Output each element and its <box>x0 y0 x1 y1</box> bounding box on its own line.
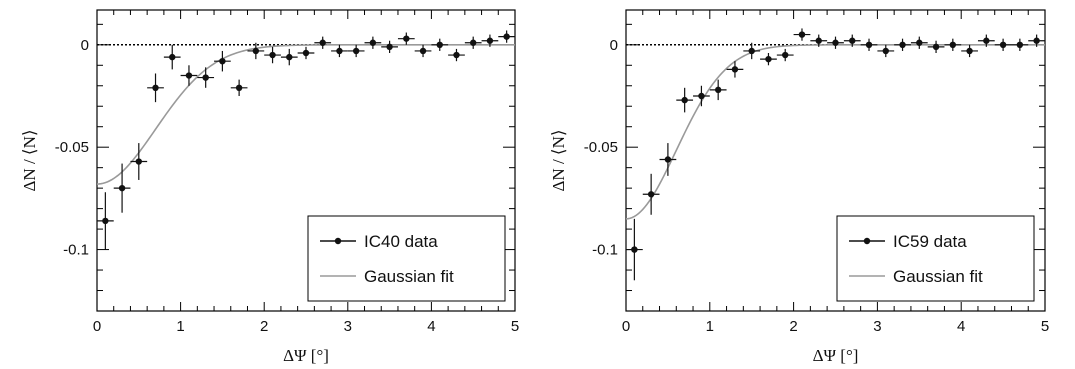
data-point <box>782 51 789 59</box>
x-tick-label: 3 <box>344 318 352 335</box>
data-point <box>664 156 672 163</box>
data-point <box>269 51 276 59</box>
data-point <box>748 47 755 55</box>
data-point <box>503 33 510 40</box>
chart-panel-1: 0 1 2 3 4 5 0 -0.05 -0.1 ΔΨ [°] ΔN / ⟨N⟩ IC40 data G… <box>20 9 519 365</box>
data-point <box>849 37 856 44</box>
x-axis-label: ΔΨ [°] <box>283 346 329 365</box>
data-point <box>319 39 326 46</box>
data-point <box>832 39 839 46</box>
data-point <box>169 53 176 61</box>
y-tick-label: -0.05 <box>55 139 89 156</box>
gaussian-fit-curve <box>625 44 1045 220</box>
y-tick-label: -0.05 <box>584 139 618 156</box>
data-point <box>185 72 193 79</box>
y-tick-label: -0.1 <box>63 242 89 259</box>
data-point <box>1033 37 1040 44</box>
data-point <box>916 39 923 46</box>
data-point <box>419 47 427 55</box>
data-point <box>865 41 873 49</box>
y-axis-label: ΔN / ⟨N⟩ <box>20 130 39 192</box>
x-tick-label: 4 <box>427 318 435 335</box>
data-point <box>336 47 343 55</box>
chart-panel-2: 0 1 2 3 4 5 0 -0.05 -0.1 ΔΨ [°] ΔN / ⟨N⟩ IC59 data G… <box>549 9 1049 365</box>
data-point <box>486 37 494 44</box>
data-point <box>882 47 889 55</box>
y-tick-label: 0 <box>610 37 618 54</box>
data-point <box>631 246 638 253</box>
x-tick-label: 3 <box>873 318 881 335</box>
x-tick-label: 0 <box>622 318 630 335</box>
plot-frame <box>96 9 516 312</box>
data-point <box>152 84 159 92</box>
data-point <box>698 92 705 100</box>
x-axis-label: ΔΨ [°] <box>813 346 859 365</box>
x-tick-label: 5 <box>511 318 519 335</box>
data-point <box>714 86 722 94</box>
legend-label: IC59 data <box>893 232 967 251</box>
x-tick-label: 2 <box>789 318 797 335</box>
plot-frame <box>625 9 1046 312</box>
x-tick-label: 2 <box>260 318 268 335</box>
data-point <box>966 47 973 55</box>
x-tick-label: 0 <box>93 318 101 335</box>
data-point <box>899 41 906 49</box>
data-point <box>252 47 260 55</box>
y-axis-label: ΔN / ⟨N⟩ <box>549 130 568 192</box>
y-tick-label: 0 <box>81 37 89 54</box>
data-point <box>815 37 822 44</box>
x-tick-label: 1 <box>706 318 714 335</box>
data-point <box>118 184 126 192</box>
data-point <box>798 31 806 38</box>
data-point <box>949 41 957 49</box>
legend-label: Gaussian fit <box>364 267 454 286</box>
x-tick-label: 5 <box>1041 318 1049 335</box>
data-point <box>403 35 410 42</box>
legend-box <box>307 215 506 302</box>
data-point <box>235 84 243 92</box>
legend-marker-point <box>334 237 342 245</box>
data-point <box>932 43 940 51</box>
x-tick-label: 4 <box>957 318 965 335</box>
data-point <box>302 49 310 57</box>
data-point <box>999 41 1007 49</box>
data-point <box>1016 41 1024 49</box>
legend-box <box>836 215 1035 302</box>
data-point <box>386 43 393 51</box>
data-point <box>647 191 655 198</box>
y-tick-label: -0.1 <box>592 242 618 259</box>
data-point <box>765 55 772 63</box>
data-point <box>369 39 377 46</box>
data-point <box>286 53 293 61</box>
x-tick-label: 1 <box>176 318 184 335</box>
data-point <box>436 41 443 49</box>
data-point <box>983 37 990 44</box>
data-point <box>453 51 460 59</box>
legend-marker-point <box>863 237 871 245</box>
data-point <box>681 96 688 104</box>
data-point <box>202 74 209 81</box>
data-point <box>731 66 739 73</box>
data-point <box>135 158 142 165</box>
data-point <box>470 39 477 46</box>
data-point <box>102 217 109 225</box>
gaussian-fit-curve <box>96 44 515 185</box>
legend-label: Gaussian fit <box>893 267 983 286</box>
data-point <box>352 47 360 55</box>
data-point <box>219 57 226 65</box>
legend-label: IC40 data <box>364 232 438 251</box>
